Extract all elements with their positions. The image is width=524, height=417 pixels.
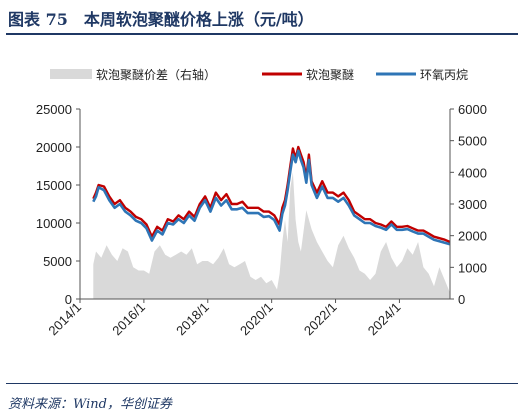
left-tick-label: 10000 xyxy=(36,216,72,231)
chart-title: 图表 75 本周软泡聚醚价格上涨（元/吨） xyxy=(8,10,314,29)
x-tick-label: 2022/1 xyxy=(301,300,340,339)
right-tick-label: 6000 xyxy=(458,102,487,117)
right-tick-label: 1000 xyxy=(458,260,487,275)
legend-label-spread: 软泡聚醚价差（右轴） xyxy=(96,67,216,82)
right-tick-label: 4000 xyxy=(458,165,487,180)
right-tick-label: 5000 xyxy=(458,134,487,149)
series-spread-area xyxy=(93,172,451,299)
legend-label-propylene-oxide: 环氧丙烷 xyxy=(420,68,468,82)
plot-area: 0 5000 10000 15000 20000 25000 0 1000 2000 3000 40… xyxy=(36,102,487,338)
x-tick-label: 2024/1 xyxy=(365,300,404,339)
series-polyether-line xyxy=(92,145,451,244)
x-tick-label: 2020/1 xyxy=(237,300,276,339)
left-tick-label: 0 xyxy=(65,292,72,307)
right-tick-label: 3000 xyxy=(458,197,487,212)
series-propylene-oxide-line xyxy=(92,149,451,246)
legend: 软泡聚醚价差（右轴） 软泡聚醚 环氧丙烷 xyxy=(50,67,468,82)
source-note: 资料来源：Wind，华创证券 xyxy=(8,397,172,412)
source-rule xyxy=(6,383,518,384)
left-tick-label: 25000 xyxy=(36,102,72,117)
x-tick-label: 2018/1 xyxy=(173,300,212,339)
legend-swatch-spread xyxy=(50,69,92,79)
legend-label-polyether: 软泡聚醚 xyxy=(306,68,354,82)
x-tick-label: 2016/1 xyxy=(109,300,148,339)
left-tick-label: 20000 xyxy=(36,140,72,155)
left-tick-label: 5000 xyxy=(43,254,72,269)
left-tick-label: 15000 xyxy=(36,178,72,193)
right-tick-label: 0 xyxy=(458,292,465,307)
right-tick-label: 2000 xyxy=(458,229,487,244)
title-rule xyxy=(6,33,518,35)
